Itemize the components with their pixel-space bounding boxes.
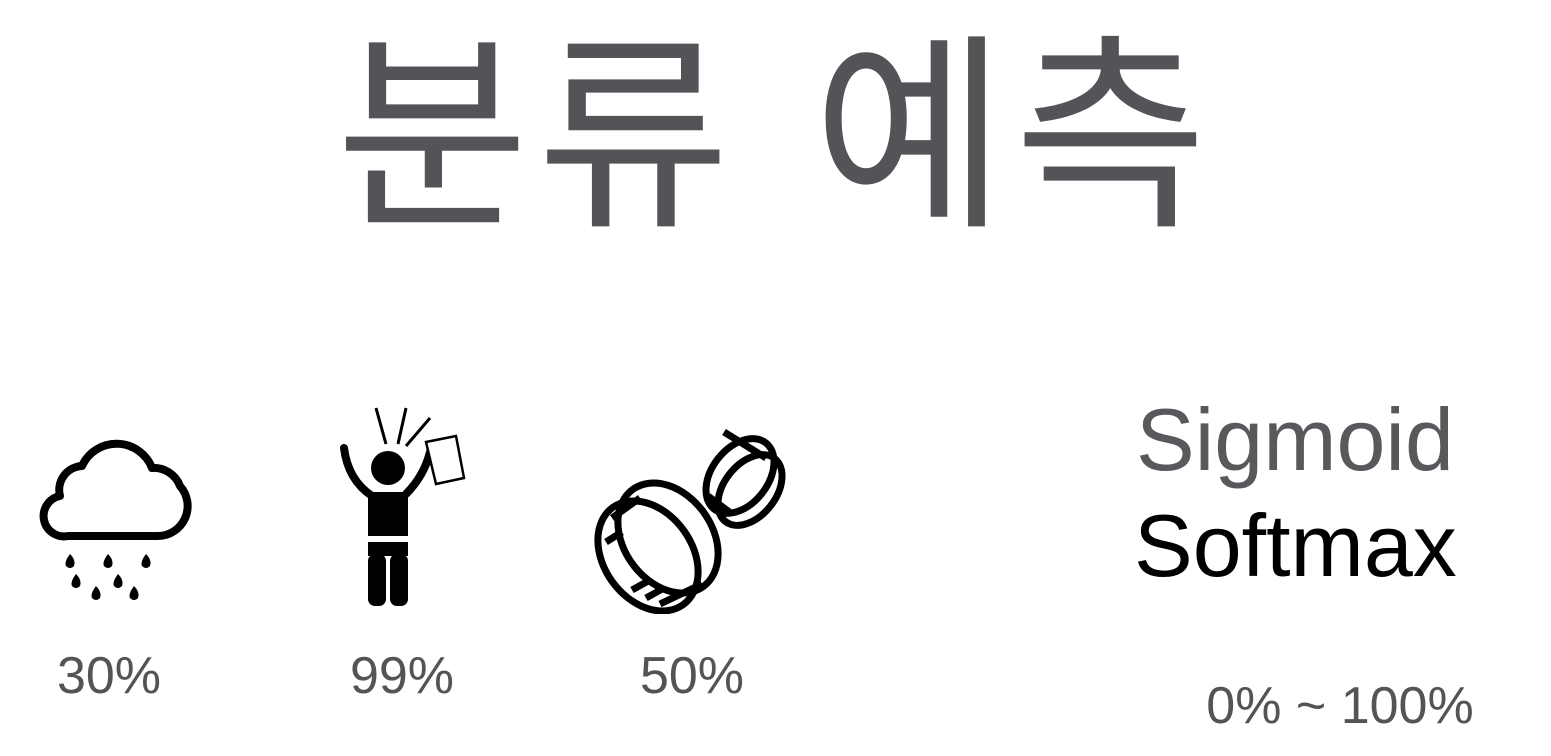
page-title: 분류 예측 [335, 15, 1216, 260]
probability-range-label: 0% ~ 100% [1206, 677, 1474, 735]
person-holding-paper-icon [332, 400, 472, 610]
rain-probability-label: 30% [56, 647, 162, 705]
softmax-label: Softmax [1134, 496, 1457, 595]
sigmoid-label: Sigmoid [1136, 390, 1454, 489]
coins-icon [592, 418, 792, 614]
person-probability-label: 99% [349, 647, 455, 705]
rain-cloud-icon [30, 436, 196, 600]
coins-probability-label: 50% [639, 647, 745, 705]
